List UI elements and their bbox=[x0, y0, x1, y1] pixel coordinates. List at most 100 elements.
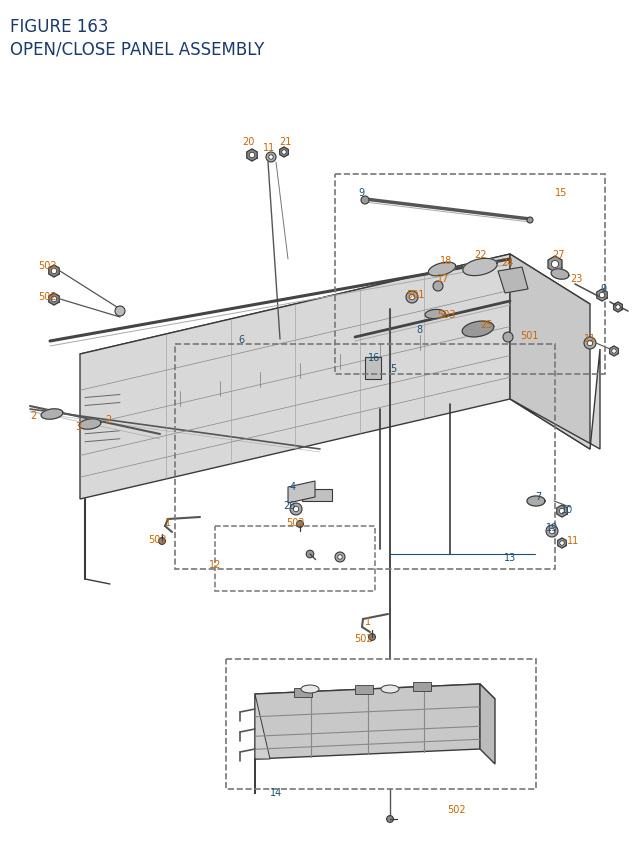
Bar bbox=[215, 526, 375, 592]
Text: 9: 9 bbox=[358, 188, 364, 198]
Circle shape bbox=[266, 152, 276, 163]
Circle shape bbox=[51, 297, 57, 302]
Circle shape bbox=[115, 307, 125, 317]
Polygon shape bbox=[288, 481, 315, 504]
Polygon shape bbox=[614, 303, 622, 313]
Bar bbox=[413, 683, 431, 691]
Text: 10: 10 bbox=[561, 505, 573, 514]
Polygon shape bbox=[557, 538, 566, 548]
Circle shape bbox=[599, 293, 605, 299]
Text: 11: 11 bbox=[584, 333, 596, 344]
Text: 1: 1 bbox=[365, 616, 371, 626]
Polygon shape bbox=[428, 263, 456, 276]
Text: 20: 20 bbox=[242, 137, 254, 147]
Text: 18: 18 bbox=[440, 256, 452, 266]
Polygon shape bbox=[597, 289, 607, 301]
Text: 12: 12 bbox=[209, 560, 221, 569]
Text: 27: 27 bbox=[552, 250, 564, 260]
Circle shape bbox=[338, 555, 342, 560]
Circle shape bbox=[503, 332, 513, 343]
Polygon shape bbox=[80, 255, 510, 499]
Circle shape bbox=[387, 815, 394, 822]
Circle shape bbox=[296, 521, 303, 528]
Text: 501: 501 bbox=[520, 331, 538, 341]
Text: 21: 21 bbox=[279, 137, 291, 147]
Bar bbox=[335, 175, 605, 375]
Polygon shape bbox=[280, 148, 289, 158]
Text: 5: 5 bbox=[390, 363, 396, 374]
Text: 11: 11 bbox=[263, 143, 275, 152]
Bar bbox=[355, 685, 372, 694]
Text: 16: 16 bbox=[368, 353, 380, 362]
Text: 502: 502 bbox=[354, 633, 372, 643]
Text: 19: 19 bbox=[546, 523, 558, 532]
Polygon shape bbox=[557, 505, 567, 517]
Circle shape bbox=[546, 525, 558, 537]
Polygon shape bbox=[79, 419, 101, 430]
Polygon shape bbox=[510, 350, 600, 449]
Circle shape bbox=[361, 197, 369, 205]
Text: 25: 25 bbox=[480, 319, 493, 330]
Bar bbox=[175, 344, 555, 569]
Circle shape bbox=[269, 156, 273, 160]
Polygon shape bbox=[255, 684, 495, 709]
Polygon shape bbox=[551, 269, 569, 280]
Bar bbox=[302, 489, 332, 501]
Text: 4: 4 bbox=[290, 481, 296, 492]
Text: 22: 22 bbox=[474, 250, 486, 260]
Circle shape bbox=[290, 504, 302, 516]
Circle shape bbox=[616, 306, 620, 310]
Polygon shape bbox=[41, 409, 63, 419]
Circle shape bbox=[612, 350, 616, 354]
Polygon shape bbox=[527, 497, 545, 506]
Text: 17: 17 bbox=[437, 274, 449, 283]
Text: 2: 2 bbox=[30, 411, 36, 420]
Text: 2: 2 bbox=[105, 414, 111, 424]
Ellipse shape bbox=[381, 685, 399, 693]
Polygon shape bbox=[548, 257, 562, 273]
Text: 502: 502 bbox=[447, 804, 466, 814]
Text: 24: 24 bbox=[501, 257, 513, 268]
Polygon shape bbox=[49, 294, 59, 306]
Circle shape bbox=[406, 292, 418, 304]
Text: 8: 8 bbox=[416, 325, 422, 335]
Polygon shape bbox=[425, 310, 445, 319]
Text: 11: 11 bbox=[567, 536, 579, 545]
Circle shape bbox=[306, 550, 314, 558]
Ellipse shape bbox=[301, 685, 319, 693]
Circle shape bbox=[410, 295, 415, 300]
Text: 502: 502 bbox=[38, 261, 56, 270]
Bar bbox=[365, 357, 381, 380]
Text: 14: 14 bbox=[270, 787, 282, 797]
Bar bbox=[226, 660, 536, 789]
Circle shape bbox=[51, 269, 57, 275]
Text: 503: 503 bbox=[437, 310, 456, 319]
Text: 1: 1 bbox=[165, 517, 171, 528]
Text: 6: 6 bbox=[238, 335, 244, 344]
Circle shape bbox=[369, 634, 376, 641]
Circle shape bbox=[560, 541, 564, 546]
Polygon shape bbox=[255, 684, 480, 759]
Text: 26: 26 bbox=[283, 500, 296, 511]
Circle shape bbox=[588, 341, 593, 346]
Circle shape bbox=[335, 553, 345, 562]
Circle shape bbox=[584, 338, 596, 350]
Text: 501: 501 bbox=[406, 289, 424, 300]
Polygon shape bbox=[510, 255, 590, 449]
Polygon shape bbox=[247, 150, 257, 162]
Circle shape bbox=[552, 261, 559, 269]
Bar bbox=[294, 688, 312, 697]
Circle shape bbox=[549, 529, 555, 534]
Circle shape bbox=[250, 153, 255, 158]
Circle shape bbox=[433, 282, 443, 292]
Text: 15: 15 bbox=[555, 188, 568, 198]
Text: 23: 23 bbox=[570, 274, 582, 283]
Text: OPEN/CLOSE PANEL ASSEMBLY: OPEN/CLOSE PANEL ASSEMBLY bbox=[10, 40, 264, 58]
Text: 502: 502 bbox=[286, 517, 305, 528]
Circle shape bbox=[293, 507, 299, 512]
Polygon shape bbox=[498, 268, 528, 294]
Circle shape bbox=[527, 218, 533, 224]
Text: 7: 7 bbox=[535, 492, 541, 501]
Circle shape bbox=[159, 538, 165, 545]
Polygon shape bbox=[49, 266, 59, 278]
